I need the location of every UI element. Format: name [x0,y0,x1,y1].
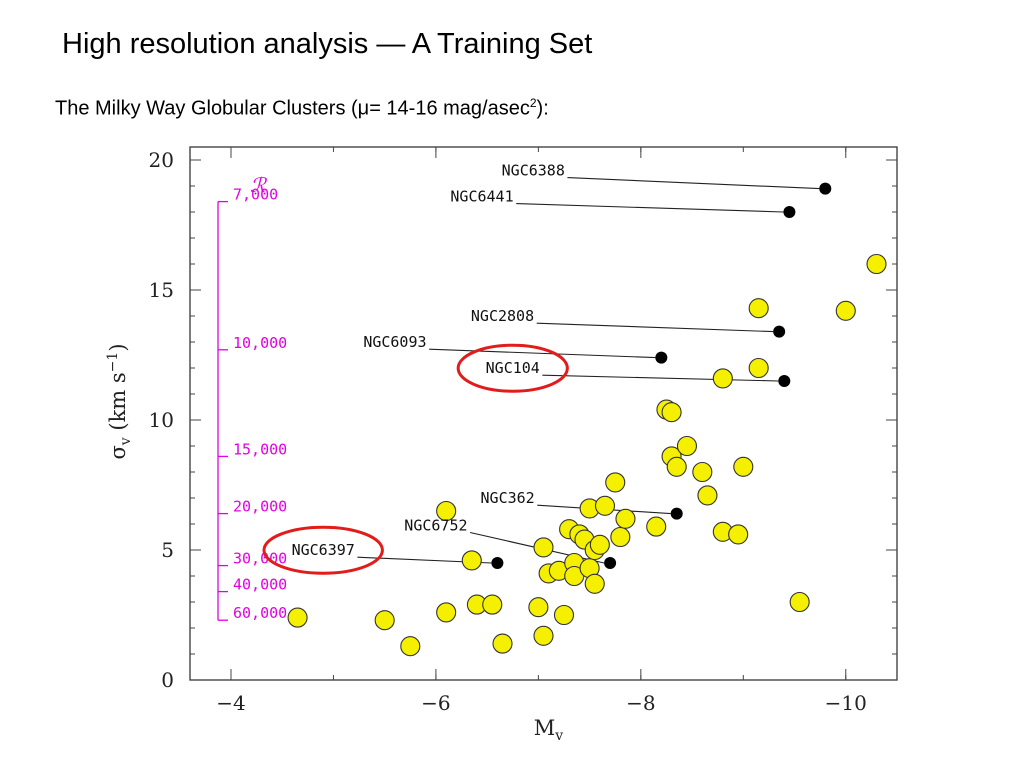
yellow-point [733,456,754,477]
point-label-ngc2808: NGC2808 [471,307,534,325]
data-points [287,182,887,657]
x-tick-label: −8 [626,691,655,715]
yellow-point [605,472,626,493]
slide-subtitle: The Milky Way Globular Clusters (μ= 14-1… [55,96,549,121]
yellow-point [589,534,610,555]
x-axis-title: Mv [534,716,564,744]
r-scale: ℛ7,00010,00015,00020,00030,00040,00060,0… [217,173,287,622]
yellow-point [400,636,421,657]
r-scale-title: ℛ [250,173,268,197]
yellow-point [553,604,575,626]
r-scale-label: 40,000 [233,576,287,594]
r-scale-label: 60,000 [233,604,287,622]
black-point [778,375,791,387]
yellow-point [287,607,308,628]
yellow-point [748,298,769,319]
yellow-point [835,300,856,321]
y-tick-label: 15 [149,278,174,302]
y-axis-title-exp: −1 [105,352,121,373]
yellow-point [584,573,605,594]
subtitle-mu: μ [357,97,370,120]
yellow-point [436,602,457,623]
leader-line [536,322,774,333]
subtitle-end: ): [536,97,549,120]
point-label-ngc6388: NGC6388 [502,162,565,180]
x-axis-title-sub: v [554,728,563,744]
y-axis-title-symbol: σ [106,445,130,459]
label-leaders [357,177,820,564]
yellow-point [533,625,554,646]
slide-title: High resolution analysis — A Training Se… [62,28,593,60]
y-axis-title-sub: v [118,437,134,446]
y-tick-label: 20 [149,148,174,172]
black-point [604,557,617,569]
y-tick-label: 10 [149,408,174,432]
yellow-point [610,526,631,548]
point-label-ngc362: NGC362 [481,489,535,507]
x-tick-label: −6 [421,691,450,715]
yellow-point [661,402,682,423]
yellow-point [533,537,554,558]
x-axis-title-main: M [534,716,556,740]
yellow-point [748,357,769,379]
y-axis-title-units: (km s [106,372,130,437]
point-labels: NGC6388 NGC6441 NGC2808 NGC6093 NGC104 NGC362… [262,162,569,575]
yellow-point [666,456,687,477]
subtitle-rest: = 14-16 mag/asec [369,97,530,120]
highlight-ellipse [262,525,384,575]
yellow-point [712,368,733,389]
yellow-point [461,550,482,571]
yellow-point [676,435,697,457]
r-scale-label: 7,000 [233,186,278,204]
x-tick-label: −10 [825,691,867,715]
subtitle-sup: 2 [529,96,537,110]
black-point [773,325,786,338]
point-label-ngc6093: NGC6093 [363,333,426,351]
highlight-ellipse [456,343,569,393]
leader-line [542,374,779,382]
r-scale-label: 20,000 [233,498,287,516]
y-tick-label: 5 [161,538,174,562]
r-scale-label: 10,000 [233,334,287,352]
yellow-point [436,500,457,522]
y-axis-title-close: ) [106,343,130,351]
yellow-point [615,508,636,529]
yellow-point [374,610,395,631]
yellow-point [866,253,887,275]
yellow-point [646,516,667,537]
yellow-point [492,633,513,654]
black-point [655,351,668,364]
point-label-ngc6397: NGC6397 [292,541,355,559]
yellow-point [697,485,718,506]
black-point [783,206,796,218]
leader-line [567,177,820,190]
leader-line [429,348,656,359]
plot-border [189,146,898,681]
black-point [819,182,832,195]
subtitle-text: The Milky Way Globular Clusters ( [55,97,358,120]
yellow-point [789,591,810,613]
yellow-point [692,461,713,483]
plot-frame [189,146,898,681]
black-point [491,557,504,569]
y-axis-title: σv (km s−1) [105,343,134,459]
point-label-ngc104: NGC104 [486,359,540,377]
yellow-point [528,597,549,618]
leader-line [516,203,784,213]
point-label-ngc6752: NGC6752 [404,517,467,535]
axis-ticks: −4 −6 −8 −10 0 5 10 15 20 [149,147,897,715]
point-label-ngc6441: NGC6441 [450,188,513,206]
yellow-point [728,524,749,545]
y-tick-label: 0 [161,668,174,692]
r-scale-label: 15,000 [233,440,287,458]
black-point [670,507,683,520]
yellow-point [594,495,616,516]
yellow-point [482,594,503,615]
x-tick-label: −4 [216,691,245,715]
